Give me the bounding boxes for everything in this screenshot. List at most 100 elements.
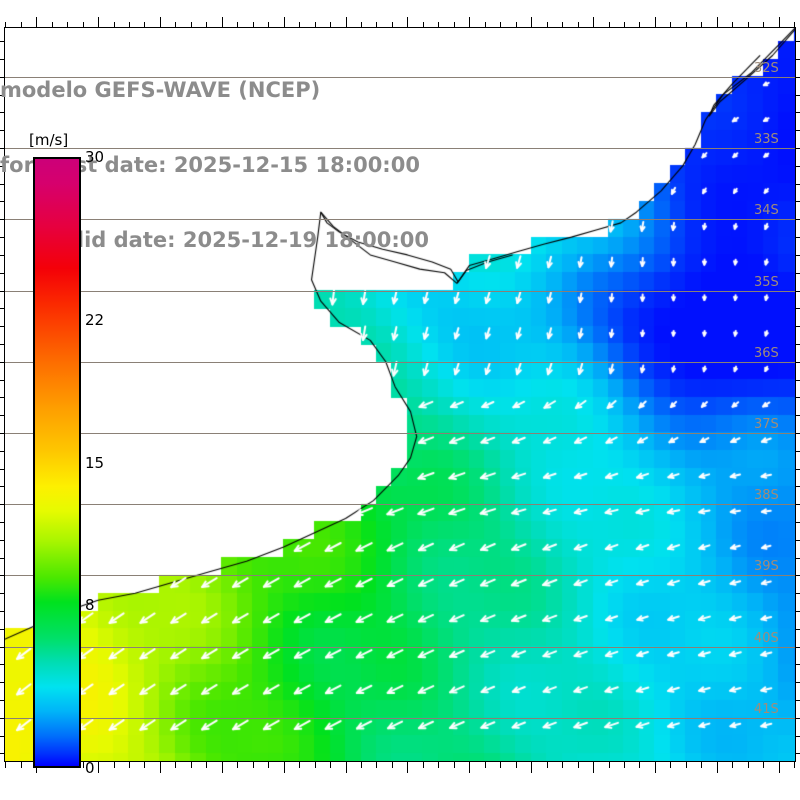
axis-tick-major: [796, 433, 800, 434]
axis-tick-minor: [796, 184, 800, 185]
axis-tick-major: [796, 362, 800, 363]
axis-tick-minor: [516, 762, 517, 768]
axis-tick-minor: [609, 762, 610, 768]
axis-tick-minor: [376, 762, 377, 768]
latitude-label: 39S: [754, 559, 779, 575]
axis-tick-minor: [796, 308, 800, 309]
latitude-label: 37S: [754, 416, 779, 432]
axis-tick-minor: [796, 237, 800, 238]
parallel-line: [4, 504, 796, 505]
axis-tick-minor: [639, 762, 640, 768]
axis-tick-minor: [330, 762, 331, 768]
axis-tick-minor: [796, 95, 800, 96]
axis-tick-major: [160, 762, 161, 773]
axis-tick-minor: [237, 762, 238, 768]
axis-tick-major: [222, 762, 223, 773]
axis-tick-minor: [299, 762, 300, 768]
axis-tick-minor: [624, 762, 625, 768]
axis-tick-minor: [114, 762, 115, 768]
axis-tick-minor: [796, 486, 800, 487]
axis-tick-minor: [423, 762, 424, 768]
axis-tick-minor: [796, 415, 800, 416]
axis-tick-major: [796, 291, 800, 292]
axis-tick-major: [796, 647, 800, 648]
colorbar-unit-label: [m/s]: [29, 131, 69, 149]
colorbar-gradient[interactable]: [33, 157, 81, 768]
parallel-line: [4, 433, 796, 434]
axis-tick-minor: [796, 273, 800, 274]
axis-tick-minor: [796, 700, 800, 701]
parallel-line: [4, 362, 796, 363]
axis-tick-minor: [796, 522, 800, 523]
parallel-line: [4, 291, 796, 292]
axis-tick-minor: [485, 762, 486, 768]
axis-tick-major: [407, 762, 408, 773]
axis-tick-major: [346, 762, 347, 773]
axis-tick-minor: [500, 762, 501, 768]
latitude-label: 32S: [754, 60, 779, 76]
axis-tick-minor: [701, 762, 702, 768]
parallel-line: [4, 575, 796, 576]
colorbar-tick-label: 0: [85, 759, 95, 777]
axis-tick-minor: [175, 762, 176, 768]
latitude-label: 33S: [754, 132, 779, 148]
wind-speed-heatmap-canvas[interactable]: [4, 27, 796, 762]
axis-tick-minor: [796, 166, 800, 167]
axis-tick-minor: [732, 762, 733, 768]
latitude-label: 41S: [754, 701, 779, 717]
axis-tick-minor: [796, 255, 800, 256]
axis-tick-minor: [438, 762, 439, 768]
axis-tick-major: [796, 77, 800, 78]
latitude-label: 35S: [754, 274, 779, 290]
parallel-line: [4, 718, 796, 719]
latitude-label: 40S: [754, 630, 779, 646]
axis-tick-minor: [191, 762, 192, 768]
latitude-label: 38S: [754, 488, 779, 504]
figure-title: modelo GEFS-WAVE (NCEP) forecast date: 2…: [0, 28, 500, 303]
parallel-line: [4, 647, 796, 648]
axis-tick-major: [796, 504, 800, 505]
axis-tick-major: [531, 762, 532, 773]
axis-tick-minor: [670, 762, 671, 768]
axis-tick-major: [796, 718, 800, 719]
axis-tick-minor: [796, 469, 800, 470]
axis-tick-minor: [392, 762, 393, 768]
axis-tick-minor: [796, 201, 800, 202]
map-plot-area[interactable]: [4, 27, 796, 762]
axis-tick-minor: [686, 762, 687, 768]
axis-tick-minor: [796, 130, 800, 131]
title-forecast-date: forecast date: 2025-12-15 18:00:00: [0, 153, 420, 177]
axis-tick-minor: [315, 762, 316, 768]
axis-tick-minor: [796, 558, 800, 559]
axis-tick-minor: [763, 762, 764, 768]
parallel-line: [4, 77, 796, 78]
axis-tick-minor: [796, 451, 800, 452]
axis-tick-minor: [796, 540, 800, 541]
axis-tick-minor: [144, 762, 145, 768]
axis-tick-minor: [796, 380, 800, 381]
title-model-line: modelo GEFS-WAVE (NCEP): [0, 78, 321, 102]
parallel-line: [4, 148, 796, 149]
axis-tick-minor: [796, 611, 800, 612]
colorbar-tick-label: 22: [85, 310, 105, 329]
axis-tick-minor: [796, 397, 800, 398]
axis-tick-major: [469, 762, 470, 773]
axis-tick-major: [98, 762, 99, 773]
axis-tick-minor: [21, 762, 22, 768]
axis-tick-major: [796, 575, 800, 576]
latitude-label: 34S: [754, 203, 779, 219]
axis-tick-major: [796, 148, 800, 149]
axis-tick-minor: [5, 762, 6, 768]
axis-tick-major: [655, 762, 656, 773]
axis-tick-minor: [796, 344, 800, 345]
axis-tick-minor: [796, 112, 800, 113]
colorbar-tick-label: 8: [85, 596, 95, 615]
axis-tick-minor: [796, 664, 800, 665]
colorbar-tick-label: 30: [85, 148, 105, 166]
axis-tick-major: [284, 762, 285, 773]
axis-tick-major: [593, 762, 594, 773]
axis-tick-minor: [454, 762, 455, 768]
axis-tick-minor: [796, 41, 800, 42]
axis-tick-minor: [129, 762, 130, 768]
